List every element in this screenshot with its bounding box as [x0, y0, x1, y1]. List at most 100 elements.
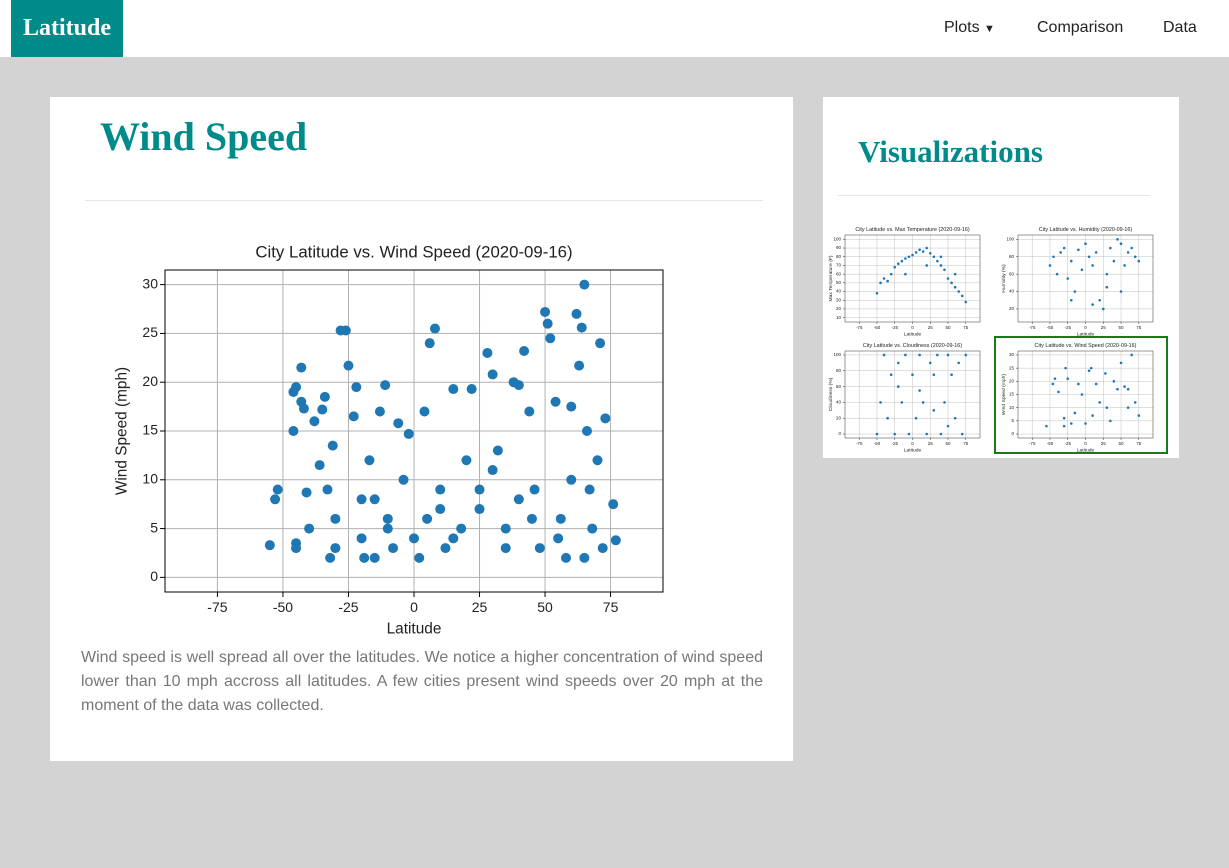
point [907, 255, 911, 259]
point [1064, 366, 1067, 370]
point [388, 543, 399, 554]
x-tick-label: -75 [856, 325, 863, 330]
y-tick-label: 10 [836, 315, 842, 320]
point [374, 406, 385, 417]
y-tick-label: 40 [1009, 289, 1015, 294]
point [356, 494, 367, 505]
point [291, 382, 302, 393]
point [1112, 380, 1116, 383]
y-tick-label: 5 [1011, 418, 1014, 423]
point [435, 484, 446, 495]
point [914, 251, 918, 254]
x-tick-label: 50 [946, 325, 952, 330]
point [325, 552, 336, 563]
point [288, 426, 299, 436]
x-tick-label: 75 [963, 325, 969, 330]
x-tick-label: 25 [472, 599, 488, 615]
point [911, 253, 914, 257]
x-tick-label: 75 [963, 441, 969, 446]
point [448, 533, 459, 544]
point [298, 403, 309, 414]
point [900, 401, 904, 404]
point [592, 455, 603, 466]
point [1073, 411, 1077, 415]
point [448, 384, 459, 395]
point [435, 504, 446, 515]
point [1069, 422, 1073, 425]
point [893, 265, 897, 269]
y-tick-label: 30 [1009, 352, 1015, 357]
point [943, 268, 946, 272]
point [879, 281, 882, 285]
nav-link[interactable]: Comparison [1037, 19, 1124, 36]
selected-border [994, 336, 1168, 454]
point [893, 432, 897, 436]
x-tick-label: -50 [273, 599, 293, 615]
x-tick-label: 0 [911, 325, 914, 330]
point [907, 432, 911, 436]
point [1091, 303, 1094, 306]
point [581, 426, 592, 436]
point [953, 416, 957, 420]
point [889, 373, 893, 377]
point [896, 385, 900, 388]
x-tick-label: -75 [1029, 441, 1036, 446]
x-axis-label: Latitude [387, 620, 442, 637]
point [422, 513, 433, 524]
point [1119, 361, 1123, 365]
point [1105, 285, 1109, 289]
y-tick-label: 20 [836, 415, 842, 420]
point [1089, 366, 1093, 370]
y-tick-label: 60 [836, 384, 842, 389]
y-tick-label: 40 [836, 289, 842, 294]
point [1133, 401, 1137, 404]
point [1077, 382, 1080, 386]
point [939, 432, 943, 436]
y-tick-label: 30 [142, 275, 158, 291]
y-tick-label: 0 [150, 568, 158, 584]
y-tick-label: 100 [833, 237, 841, 242]
point [918, 389, 921, 392]
point [882, 277, 886, 280]
point [1133, 255, 1137, 259]
point [466, 384, 477, 395]
point [270, 494, 281, 505]
x-tick-label: -25 [891, 325, 898, 330]
point [526, 513, 537, 524]
point [1098, 401, 1102, 404]
point [322, 484, 333, 495]
nav-link[interactable]: Data [1163, 19, 1197, 36]
chart-title: City Latitude vs. Humidity (2020-09-16) [1039, 227, 1133, 233]
point [314, 460, 325, 471]
point [1098, 298, 1102, 302]
point [382, 523, 393, 534]
x-tick-label: 50 [537, 599, 553, 615]
point [319, 391, 330, 402]
brand[interactable]: Latitude [11, 0, 123, 57]
point [330, 543, 341, 554]
point [946, 424, 950, 428]
point [928, 251, 932, 255]
point [550, 396, 561, 407]
y-tick-label: 10 [142, 470, 158, 486]
point [610, 535, 621, 546]
point [1126, 387, 1130, 391]
point [932, 373, 936, 377]
point [359, 552, 370, 563]
point [1130, 246, 1133, 250]
nav-link[interactable]: Plots ▼ [944, 19, 995, 37]
point [1119, 242, 1123, 245]
point [1045, 424, 1048, 428]
main-title: Wind Speed [100, 114, 308, 159]
point [946, 353, 950, 357]
point [914, 416, 918, 420]
point [597, 543, 608, 554]
point [579, 279, 590, 290]
point [918, 248, 921, 252]
point [555, 513, 566, 524]
x-axis-label: Latitude [904, 448, 922, 454]
point [943, 401, 946, 404]
x-tick-label: 0 [1084, 441, 1087, 446]
x-tick-label: -25 [1064, 325, 1071, 330]
x-tick-label: 25 [928, 441, 934, 446]
